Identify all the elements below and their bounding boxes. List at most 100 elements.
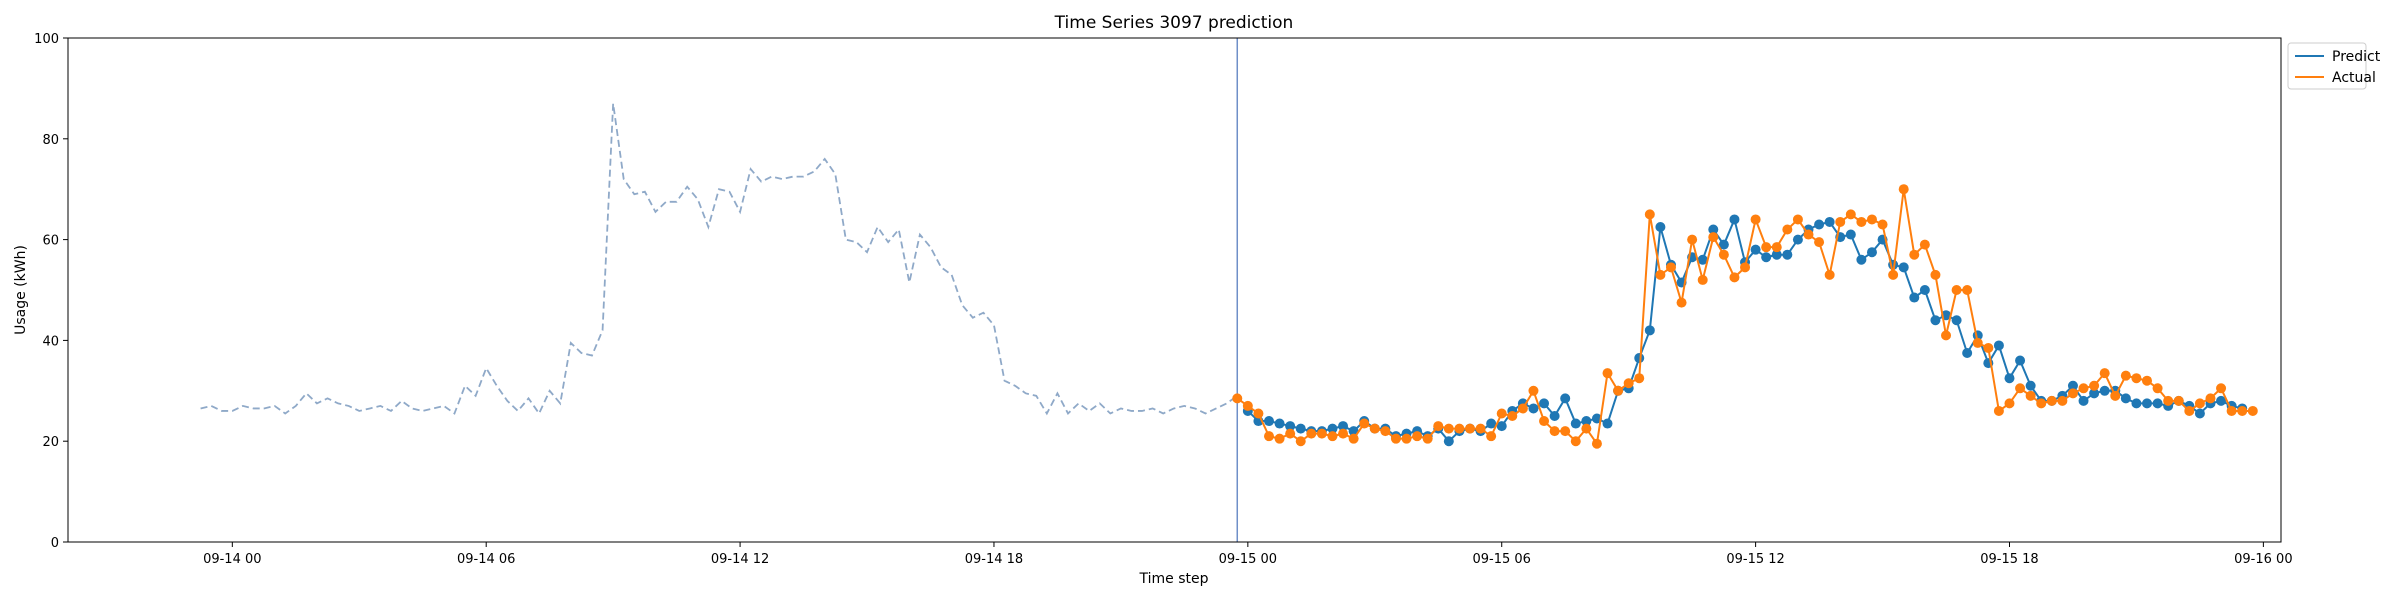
predict-point [1898,262,1909,273]
predict-point [1581,416,1592,427]
y-tick-label: 80 [42,133,59,148]
actual-point [1359,418,1370,429]
predict-point [2120,393,2131,404]
actual-point [1570,436,1581,447]
predict-point [1327,423,1338,434]
x-tick-label: 09-15 12 [1726,552,1784,567]
predict-point [2152,398,2163,409]
actual-point [2057,395,2068,406]
actual-point [1496,408,1507,419]
x-tick-label: 09-15 18 [1980,552,2038,567]
predict-point [1866,247,1877,258]
actual-point [1486,431,1497,442]
actual-point [1560,426,1571,437]
actual-point [1676,297,1687,308]
actual-point [1591,438,1602,449]
predict-point [1528,403,1539,414]
actual-point [1814,237,1825,248]
actual-point [1644,209,1655,220]
predict-point [1274,418,1285,429]
chart-title: Time Series 3097 prediction [1054,13,1294,33]
predict-point [1295,423,1306,434]
actual-point [1845,209,1856,220]
predict-point [2004,373,2015,384]
y-tick-label: 40 [42,334,59,349]
actual-point [1464,423,1475,434]
predict-point [1708,224,1719,235]
actual-point [1729,272,1740,283]
x-tick-label: 09-14 12 [711,552,769,567]
actual-point [2152,383,2163,394]
actual-point [1687,234,1698,245]
actual-point [2142,375,2153,386]
x-tick-label: 09-14 06 [457,552,515,567]
actual-point [1697,274,1708,285]
actual-point [2025,390,2036,401]
actual-point [1232,393,1243,404]
predict-point [1655,222,1666,232]
actual-point [1539,416,1550,427]
actual-point [2163,395,2174,406]
predict-point [1486,418,1497,429]
actual-point [1623,378,1634,389]
y-tick-label: 100 [34,32,59,47]
predict-point [1539,398,1550,409]
actual-point [1993,405,2004,416]
actual-point [1983,342,1994,353]
actual-point [1369,423,1380,434]
actual-point [1761,242,1772,253]
actual-point [1888,269,1899,280]
predict-point [1750,244,1761,255]
predict-point [2142,398,2153,409]
actual-point [1443,423,1454,434]
actual-point [2036,398,2047,409]
actual-point [1771,242,1782,253]
predict-point [1285,421,1296,432]
predict-point [2216,395,2227,406]
actual-point [1803,229,1814,240]
actual-point [1327,431,1338,442]
actual-point [1824,269,1835,280]
actual-point [1718,249,1729,260]
x-tick-label: 09-14 00 [203,552,261,567]
actual-point [2194,398,2205,409]
legend-predict-label: Predict [2332,49,2381,65]
actual-point [2120,370,2131,381]
actual-point [1856,216,1867,227]
actual-point [1750,214,1761,225]
predict-point [1697,254,1708,265]
actual-point [1866,214,1877,225]
y-axis: 0 20 40 60 80 100 [34,32,68,551]
actual-point [1665,262,1676,273]
actual-point [1401,433,1412,444]
predict-point [1782,249,1793,260]
actual-point [1507,411,1518,421]
actual-point [1930,269,1941,280]
actual-point [1972,337,1983,348]
x-tick-label: 09-15 00 [1219,552,1277,567]
legend: Predict Actual [2287,42,2381,90]
actual-point [1412,431,1423,442]
actual-point [1898,184,1909,195]
plot-frame [67,37,2282,543]
y-tick-label: 0 [51,536,59,551]
predict-point [1951,315,1962,326]
actual-point [2015,383,2026,394]
actual-point [2184,405,2195,416]
actual-point [2205,393,2216,404]
predict-point [1993,340,2004,351]
actual-point [1285,428,1296,439]
predict-point [1634,353,1645,364]
actual-point [1517,403,1528,414]
y-tick-label: 60 [42,234,59,249]
y-tick-label: 20 [42,435,59,450]
predict-point [2194,408,2205,419]
actual-point [2216,383,2227,394]
actual-point [1295,436,1306,447]
actual-point [2173,395,2184,406]
actual-point [2089,380,2100,391]
predict-point [1761,252,1772,263]
predict-point [1771,249,1782,260]
x-axis: 09-14 00 09-14 06 09-14 12 09-14 18 09-15 00… [203,542,2293,567]
y-axis-label: Usage (kWh) [13,245,29,335]
